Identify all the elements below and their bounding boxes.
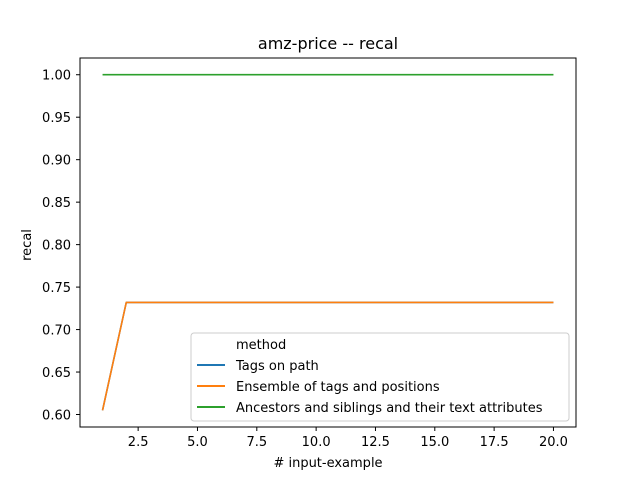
series-line-2	[101, 301, 554, 411]
x-tick-label: 10.0	[302, 435, 331, 450]
chart-title: amz-price -- recal	[258, 34, 398, 53]
y-axis-label: recal	[20, 229, 35, 261]
x-tick-label: 15.0	[420, 435, 449, 450]
legend-label: Ancestors and siblings and their text at…	[236, 401, 543, 416]
x-tick-label: 5.0	[187, 435, 208, 450]
legend-entries: Tags on path Ensemble of tags and positio…	[197, 359, 543, 416]
x-axis-label: # input-example	[273, 456, 382, 471]
plot-area-frame	[79, 57, 577, 428]
legend-label: Ensemble of tags and positions	[236, 380, 440, 395]
y-tick-label: 0.80	[42, 239, 71, 254]
y-tick-label: 0.90	[42, 154, 71, 169]
y-tick-label: 1.00	[42, 69, 71, 84]
series-lines	[101, 73, 554, 411]
y-tick-label: 0.85	[42, 196, 71, 211]
x-tick-label: 7.5	[246, 435, 267, 450]
x-tick-label: 17.5	[480, 435, 509, 450]
x-tick-label: 20.0	[539, 435, 568, 450]
legend-box	[190, 332, 570, 422]
y-tick-label: 0.75	[42, 281, 71, 296]
legend: method Tags on path Ensemble of tags and …	[190, 332, 570, 422]
y-axis-ticks: 0.60 0.65 0.70 0.75 0.80 0.85 0.90 0.95 1.00	[42, 69, 80, 424]
legend-label: Tags on path	[235, 359, 319, 374]
y-tick-label: 0.65	[42, 366, 71, 381]
x-tick-label: 2.5	[128, 435, 149, 450]
y-tick-label: 0.70	[42, 324, 71, 339]
x-axis-ticks: 2.5 5.0 7.5 10.0 12.5 15.0 17.5 20.0	[128, 427, 568, 450]
legend-title: method	[236, 338, 286, 353]
y-tick-label: 0.60	[42, 409, 71, 424]
x-tick-label: 12.5	[361, 435, 390, 450]
y-tick-label: 0.95	[42, 111, 71, 126]
